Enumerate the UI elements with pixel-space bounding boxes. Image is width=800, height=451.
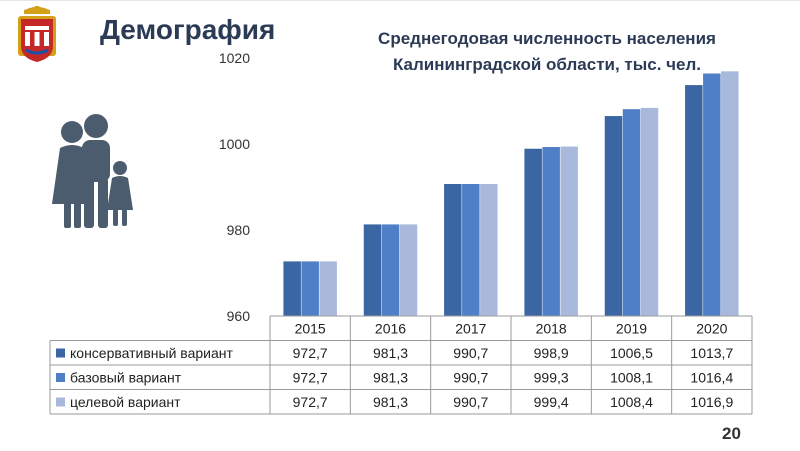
legend-label: целевой вариант: [70, 394, 181, 410]
data-label: 981,3: [373, 394, 408, 410]
bar: [381, 224, 400, 316]
data-label: 1016,4: [690, 370, 733, 386]
data-label: 972,7: [293, 370, 328, 386]
x-tick-label: 2018: [536, 321, 567, 337]
bar: [444, 183, 462, 316]
bar: [640, 107, 659, 316]
bar: [363, 224, 382, 316]
y-axis: 960 980 1000 1020: [219, 50, 250, 324]
family-icon: [52, 114, 133, 228]
data-label: 1008,4: [610, 394, 653, 410]
data-label: 990,7: [453, 394, 488, 410]
legend-swatch: [56, 373, 65, 382]
data-label: 990,7: [453, 370, 488, 386]
x-tick-label: 2016: [375, 321, 406, 337]
data-label: 999,3: [534, 370, 569, 386]
bar: [480, 183, 498, 316]
x-tick-label: 2019: [616, 321, 647, 337]
bar: [622, 109, 641, 316]
chart-title-line-2: Калининградской области, тыс. чел.: [392, 55, 702, 74]
data-label: 981,3: [373, 370, 408, 386]
data-label: 998,9: [534, 345, 569, 361]
bar: [399, 224, 418, 316]
bar: [319, 261, 337, 316]
page-number: 20: [722, 424, 741, 443]
bar: [604, 116, 623, 316]
data-label: 1016,9: [690, 394, 733, 410]
page-title: Демография: [100, 14, 276, 45]
legend-swatch: [56, 397, 65, 407]
data-label: 981,3: [373, 345, 408, 361]
bar: [283, 261, 301, 316]
y-tick-label: 980: [227, 222, 251, 238]
data-label: 972,7: [293, 345, 328, 361]
data-label: 1006,5: [610, 345, 653, 361]
data-label: 990,7: [453, 345, 488, 361]
x-tick-label: 2020: [696, 321, 727, 337]
chart-title: Среднегодовая численность населения Кали…: [352, 26, 742, 78]
legend-label: базовый вариант: [70, 370, 182, 386]
bars: [283, 71, 739, 316]
bar: [542, 147, 560, 316]
y-tick-label: 1020: [219, 50, 250, 66]
y-tick-label: 960: [227, 308, 251, 324]
bar: [462, 183, 480, 316]
bar: [685, 85, 703, 316]
data-table: 2015 2016 2017 2018 2019 2020 консервативный в…: [49, 315, 753, 415]
chart-title-line-1: Среднегодовая численность населения: [378, 29, 716, 48]
y-tick-label: 1000: [219, 136, 250, 152]
data-label: 1008,1: [610, 370, 653, 386]
legend-swatch: [56, 348, 65, 358]
data-label: 1013,7: [690, 345, 733, 361]
bar: [703, 73, 721, 316]
bar: [721, 71, 739, 316]
bar: [301, 261, 319, 316]
coat-of-arms-icon: [18, 6, 56, 62]
x-tick-label: 2017: [455, 321, 486, 337]
x-tick-label: 2015: [295, 321, 326, 337]
top-border: [0, 0, 800, 1]
bar: [524, 148, 542, 316]
bar: [560, 146, 578, 316]
data-label: 972,7: [293, 394, 328, 410]
data-label: 999,4: [534, 394, 569, 410]
legend-label: консервативный вариант: [70, 345, 233, 361]
